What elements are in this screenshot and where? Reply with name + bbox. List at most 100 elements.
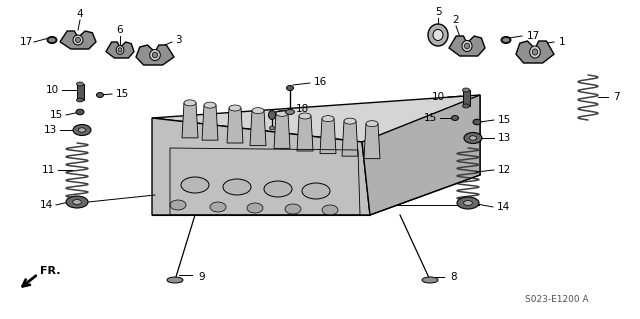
Text: 12: 12 [497,165,511,175]
Ellipse shape [116,46,124,55]
Polygon shape [250,111,266,146]
Ellipse shape [422,277,438,283]
Ellipse shape [181,177,209,193]
Polygon shape [297,116,313,151]
Text: 10: 10 [431,92,445,102]
Ellipse shape [462,41,472,51]
Text: 13: 13 [44,125,56,135]
Ellipse shape [285,109,294,115]
Text: 1: 1 [559,37,565,47]
Text: 15: 15 [49,110,63,120]
Ellipse shape [285,204,301,214]
Polygon shape [106,42,134,58]
Ellipse shape [184,100,196,106]
Ellipse shape [118,48,122,52]
Ellipse shape [457,197,479,209]
Ellipse shape [170,200,186,210]
Ellipse shape [276,110,288,116]
Polygon shape [182,103,198,138]
Ellipse shape [223,179,251,195]
Bar [77,84,83,100]
Text: 15: 15 [424,113,436,123]
Ellipse shape [532,49,538,55]
Ellipse shape [73,124,91,136]
Polygon shape [136,45,174,65]
Ellipse shape [210,202,226,212]
Text: 2: 2 [452,15,460,25]
Bar [463,90,470,106]
Ellipse shape [464,132,482,144]
Text: S023-E1200 A: S023-E1200 A [525,295,589,305]
Text: 9: 9 [198,272,205,282]
Text: 8: 8 [451,272,458,282]
Text: 5: 5 [435,7,442,17]
Ellipse shape [73,35,83,45]
Polygon shape [516,41,554,63]
Ellipse shape [428,24,448,46]
Text: 14: 14 [497,202,509,212]
Ellipse shape [167,277,183,283]
Text: 18: 18 [296,104,308,114]
Ellipse shape [77,82,83,86]
Ellipse shape [322,205,338,215]
Ellipse shape [269,110,275,120]
Text: 3: 3 [175,35,181,45]
Ellipse shape [72,200,81,204]
Ellipse shape [77,98,83,102]
Polygon shape [60,31,96,49]
Ellipse shape [322,115,334,122]
Text: 4: 4 [77,9,83,19]
Ellipse shape [433,29,443,41]
Polygon shape [320,119,336,154]
Ellipse shape [344,118,356,124]
Text: 17: 17 [19,37,33,47]
Ellipse shape [530,46,540,58]
Ellipse shape [299,113,311,119]
Polygon shape [202,105,218,140]
Ellipse shape [76,37,81,42]
Ellipse shape [451,115,458,121]
Polygon shape [152,95,480,175]
Ellipse shape [469,136,477,140]
Ellipse shape [502,38,510,42]
Ellipse shape [264,181,292,197]
Ellipse shape [366,121,378,127]
Text: 7: 7 [612,92,620,102]
Ellipse shape [152,52,157,58]
Ellipse shape [473,119,481,125]
Ellipse shape [287,85,294,91]
Text: FR.: FR. [40,266,61,276]
Polygon shape [364,124,380,159]
Ellipse shape [79,128,86,132]
Ellipse shape [66,196,88,208]
Text: 17: 17 [526,31,540,41]
Text: 11: 11 [42,165,54,175]
Ellipse shape [76,109,84,115]
Polygon shape [274,113,290,148]
Polygon shape [362,95,480,215]
Ellipse shape [463,104,470,108]
Text: 15: 15 [115,89,129,99]
Ellipse shape [302,183,330,199]
Polygon shape [449,36,485,56]
Ellipse shape [97,93,104,97]
Ellipse shape [269,126,275,130]
Polygon shape [152,118,370,215]
Ellipse shape [252,108,264,114]
Ellipse shape [204,102,216,108]
Text: 15: 15 [497,115,511,125]
Ellipse shape [247,203,263,213]
Polygon shape [227,108,243,143]
Text: 16: 16 [314,77,326,87]
Ellipse shape [229,105,241,111]
Ellipse shape [463,201,472,205]
Ellipse shape [463,88,470,92]
Ellipse shape [465,43,470,49]
Text: 10: 10 [45,85,59,95]
Ellipse shape [47,36,57,43]
Ellipse shape [48,38,56,42]
Text: 14: 14 [40,200,52,210]
Text: 6: 6 [116,25,124,35]
Text: 13: 13 [497,133,511,143]
Ellipse shape [150,49,160,61]
